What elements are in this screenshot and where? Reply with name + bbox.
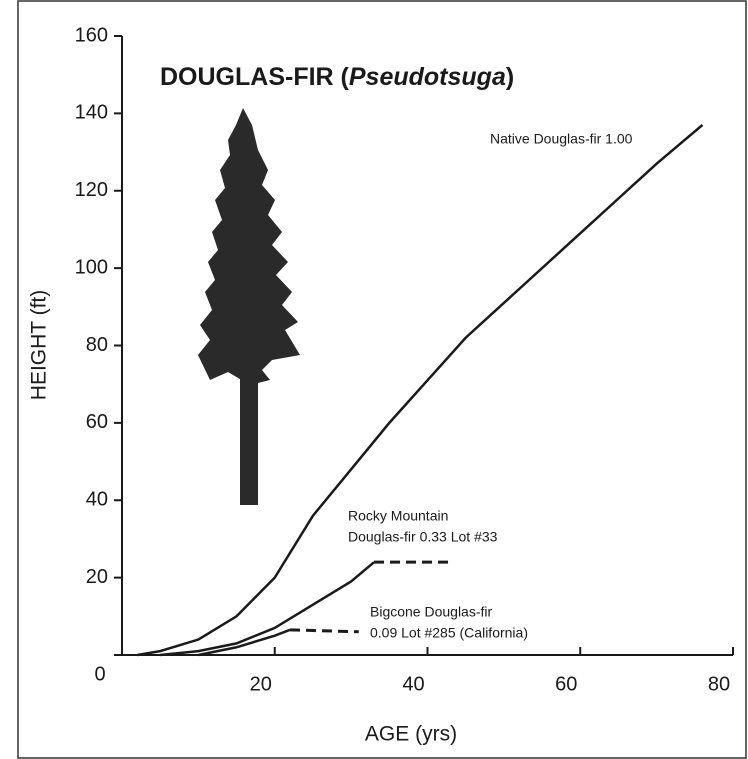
- x-tick-label: 80: [708, 673, 730, 695]
- x-tick-label: 40: [402, 673, 424, 695]
- chart-title: DOUGLAS-FIR (Pseudotsuga): [160, 63, 514, 91]
- y-tick-label: 120: [75, 179, 108, 201]
- y-tick-label: 160: [75, 24, 108, 46]
- y-axis-label: HEIGHT (ft): [28, 290, 51, 400]
- series-annotation: Native Douglas-fir 1.00: [490, 131, 633, 147]
- title-part: DOUGLAS-FIR (: [160, 63, 350, 91]
- series-line: [289, 628, 359, 634]
- series-line: [137, 124, 704, 657]
- y-tick-label: 60: [86, 411, 108, 433]
- y-tick-label: 100: [75, 256, 108, 278]
- x-tick-label: 20: [250, 673, 272, 695]
- series-annotation: 0.09 Lot #285 (California): [370, 625, 528, 641]
- y-tick-label: 20: [86, 566, 108, 588]
- x-axis-label: AGE (yrs): [365, 723, 457, 746]
- y-tick-label: 40: [86, 489, 108, 511]
- series-annotation: Rocky Mountain: [348, 508, 448, 524]
- series-annotation: Douglas-fir 0.33 Lot #33: [348, 529, 498, 545]
- series-annotation: Bigcone Douglas-fir: [370, 604, 493, 620]
- frame: [17, 0, 747, 759]
- title-part: ): [506, 63, 514, 91]
- series-line: [160, 561, 375, 657]
- x-tick-label: 0: [94, 663, 105, 685]
- x-tick-label: 60: [555, 673, 577, 695]
- series-line: [198, 628, 291, 657]
- tree-silhouette: [198, 108, 300, 505]
- y-tick-label: 80: [86, 334, 108, 356]
- title-part: Pseudotsuga: [349, 63, 506, 91]
- y-tick-label: 140: [75, 102, 108, 124]
